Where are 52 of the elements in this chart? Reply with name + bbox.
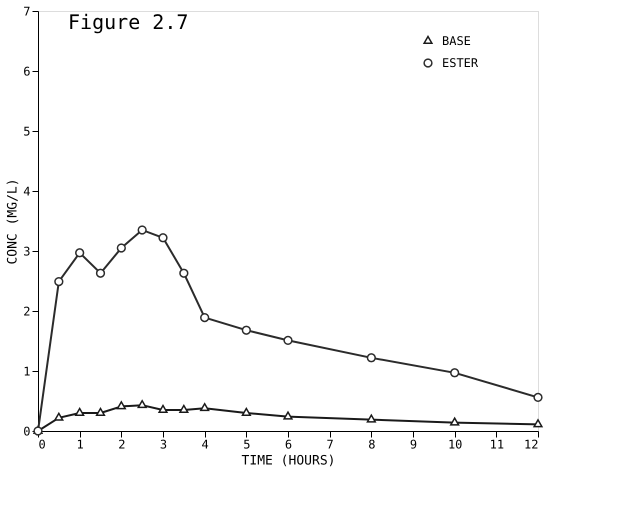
- point: [283, 411, 293, 420]
- legend-label: ESTER: [442, 56, 479, 70]
- x-tick-label: 5: [243, 438, 250, 452]
- x-tick-label: 0: [38, 438, 46, 452]
- y-tick-label: 0: [23, 424, 30, 438]
- point: [138, 400, 147, 408]
- x-axis-title: TIME (HOURS): [242, 454, 336, 468]
- x-tick-label: 1: [76, 438, 84, 452]
- point: [179, 268, 188, 278]
- x-tick-label: 6: [284, 438, 292, 452]
- x-tick-label: 8: [368, 438, 376, 452]
- y-tick-label: 6: [23, 64, 30, 78]
- point: [450, 368, 460, 378]
- point: [242, 408, 251, 416]
- point: [158, 404, 168, 413]
- point: [200, 402, 210, 412]
- legend-label: BASE: [442, 34, 471, 48]
- y-axis-title: CONC (MG/L): [5, 178, 20, 265]
- x-tick-label: 2: [118, 438, 126, 452]
- x-tick-label: 7: [326, 438, 334, 452]
- point: [200, 312, 210, 322]
- x-tick-label: 3: [160, 438, 168, 452]
- point: [366, 353, 376, 362]
- x-tick-label: 11: [490, 438, 504, 452]
- point: [54, 412, 64, 421]
- x-tick-label: 10: [448, 438, 462, 452]
- point: [116, 243, 126, 253]
- x-tick-label: 9: [410, 438, 418, 452]
- point: [75, 248, 84, 258]
- point: [138, 225, 147, 235]
- point: [54, 276, 64, 286]
- point: [96, 268, 106, 278]
- point: [533, 392, 543, 402]
- y-tick-label: 3: [23, 244, 30, 258]
- y-tick-label: 4: [23, 184, 30, 198]
- point: [242, 326, 251, 335]
- point: [96, 408, 106, 416]
- x-tick-label: 4: [202, 438, 209, 452]
- point: [366, 414, 376, 423]
- point: [158, 233, 168, 242]
- point: [179, 404, 188, 413]
- chart-title: Figure 2.7: [68, 10, 188, 34]
- y-tick-label: 2: [23, 304, 30, 318]
- y-tick-label: 5: [23, 124, 30, 138]
- point: [116, 401, 126, 410]
- point: [450, 417, 460, 426]
- point: [533, 419, 543, 428]
- point: [283, 336, 293, 346]
- x-tick-label: 12: [524, 438, 538, 452]
- y-tick-label: 7: [23, 4, 30, 18]
- y-tick-label: 1: [23, 364, 30, 378]
- point: [75, 408, 84, 416]
